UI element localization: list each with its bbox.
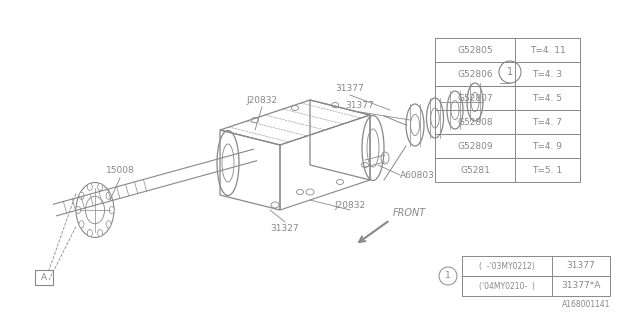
Ellipse shape xyxy=(79,192,84,199)
Text: T=5. 1: T=5. 1 xyxy=(532,165,563,174)
Ellipse shape xyxy=(98,183,102,190)
Text: G52806: G52806 xyxy=(457,69,493,78)
Ellipse shape xyxy=(106,192,111,199)
Ellipse shape xyxy=(79,221,84,228)
Text: G52805: G52805 xyxy=(457,45,493,54)
Text: T=4. 11: T=4. 11 xyxy=(530,45,565,54)
Text: 1: 1 xyxy=(445,271,451,281)
Text: G52808: G52808 xyxy=(457,117,493,126)
Text: A: A xyxy=(41,273,47,282)
Text: 31377*A: 31377*A xyxy=(561,282,601,291)
Text: T=4. 5: T=4. 5 xyxy=(532,93,563,102)
Text: T=4. 9: T=4. 9 xyxy=(532,141,563,150)
Text: T=4. 7: T=4. 7 xyxy=(532,117,563,126)
Text: T=4. 3: T=4. 3 xyxy=(532,69,563,78)
Text: FRONT: FRONT xyxy=(393,208,426,218)
Text: 1: 1 xyxy=(507,67,513,77)
Text: 31327: 31327 xyxy=(271,223,300,233)
Text: ('04MY0210-  ): ('04MY0210- ) xyxy=(479,282,535,291)
Bar xyxy=(462,276,610,296)
Ellipse shape xyxy=(87,183,92,190)
Text: 31377: 31377 xyxy=(346,100,374,109)
Text: A60803: A60803 xyxy=(400,171,435,180)
Bar xyxy=(435,134,580,158)
Text: G52809: G52809 xyxy=(457,141,493,150)
Bar xyxy=(435,110,580,134)
Ellipse shape xyxy=(106,221,111,228)
Text: J20832: J20832 xyxy=(335,201,365,210)
Text: J20832: J20832 xyxy=(246,95,278,105)
Text: (  -'03MY0212): ( -'03MY0212) xyxy=(479,261,535,270)
Text: G5281: G5281 xyxy=(460,165,490,174)
Text: 31377: 31377 xyxy=(335,84,364,92)
Text: 15008: 15008 xyxy=(106,165,134,174)
Text: A168001141: A168001141 xyxy=(561,300,610,309)
Ellipse shape xyxy=(87,229,92,236)
Bar xyxy=(435,158,580,182)
Bar xyxy=(462,256,610,276)
Bar xyxy=(435,38,580,62)
Bar xyxy=(435,62,580,86)
Bar xyxy=(435,86,580,110)
Ellipse shape xyxy=(109,206,114,213)
Text: G52807: G52807 xyxy=(457,93,493,102)
Ellipse shape xyxy=(76,206,81,213)
Text: 31377: 31377 xyxy=(566,261,595,270)
Bar xyxy=(35,270,53,285)
Ellipse shape xyxy=(98,229,102,236)
